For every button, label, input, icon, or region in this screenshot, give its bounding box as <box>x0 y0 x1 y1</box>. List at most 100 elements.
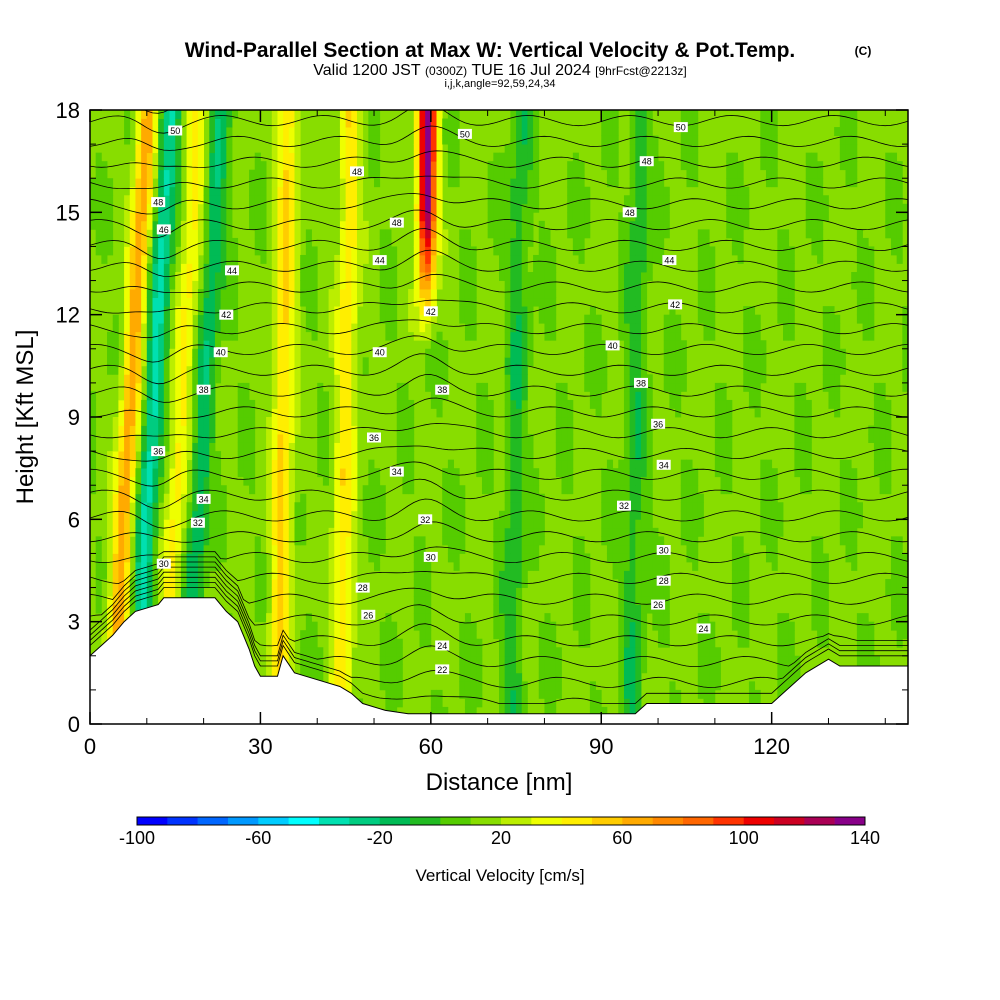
colorbar-segment <box>319 817 350 825</box>
theta-label: 40 <box>605 340 620 351</box>
colorbar-tick-label: -60 <box>245 828 271 848</box>
theta-label: 38 <box>435 384 450 395</box>
colorbar-segment <box>167 817 198 825</box>
theta-label: 42 <box>423 306 438 317</box>
theta-label: 48 <box>622 207 637 218</box>
theta-label: 26 <box>651 599 666 610</box>
theta-label: 28 <box>355 582 370 593</box>
colorbar-tick-label: 20 <box>491 828 511 848</box>
x-tick-label: 30 <box>248 734 272 759</box>
colorbar-segment <box>804 817 835 825</box>
theta-contour <box>90 273 908 294</box>
theta-contour <box>90 478 908 510</box>
theta-contour <box>90 571 908 647</box>
colorbar-tick-label: 100 <box>729 828 759 848</box>
theta-label: 44 <box>662 255 677 266</box>
theta-contour <box>90 445 908 462</box>
colorbar-segment <box>774 817 805 825</box>
theta-contour <box>90 125 908 151</box>
theta-label: 22 <box>435 664 450 675</box>
theta-label: 48 <box>389 217 404 228</box>
colorbar-segment <box>470 817 502 825</box>
potential-temperature-contours <box>90 110 908 704</box>
theta-label: 28 <box>656 575 671 586</box>
colorbar-segment <box>652 817 684 825</box>
theta-label: 50 <box>168 125 183 136</box>
theta-label: 42 <box>219 309 234 320</box>
subtitle-utc: (0300Z) <box>425 64 467 78</box>
colorbar-segment <box>258 817 289 825</box>
theta-label: 30 <box>156 558 171 569</box>
colorbar-tick-label: 140 <box>850 828 880 848</box>
colorbar-segment <box>379 817 411 825</box>
colorbar-segment <box>410 817 441 825</box>
colorbar-segment <box>228 817 259 825</box>
title-mark: (C) <box>855 44 872 58</box>
x-tick-label: 90 <box>589 734 613 759</box>
theta-contour <box>90 561 908 605</box>
theta-label: 34 <box>389 466 404 477</box>
colorbar-frame <box>136 816 866 826</box>
theta-label: 42 <box>668 299 683 310</box>
theta-contour <box>90 175 908 190</box>
theta-contour <box>90 249 908 277</box>
y-tick-label: 0 <box>68 712 80 737</box>
theta-contour <box>90 566 908 626</box>
colorbar-segment <box>501 817 532 825</box>
colorbar-tick-label: -100 <box>119 828 155 848</box>
theta-contour <box>90 546 908 564</box>
colorbar-segment <box>349 817 380 825</box>
theta-label: 32 <box>617 500 631 511</box>
theta-contour <box>90 582 908 688</box>
y-tick-label: 3 <box>68 610 80 635</box>
contour-labels: 50 50 50 48 48 48 48 48 46 44 44 44 42 42 42 40 40 40 38 38… <box>151 122 711 675</box>
colorbar: -100 -60 -20 20 60 100 140 <box>119 816 880 848</box>
theta-label: 34 <box>656 459 671 470</box>
y-tick-label: 15 <box>56 200 80 225</box>
theta-contour <box>90 353 908 385</box>
theta-label: 30 <box>656 545 671 556</box>
x-axis-label: Distance [nm] <box>426 769 573 796</box>
y-tick-label: 9 <box>68 405 80 430</box>
theta-label: 26 <box>361 609 376 620</box>
theta-contour <box>90 228 908 259</box>
theta-label: 44 <box>372 255 387 266</box>
chart-subtitle: Valid 1200 JST (0300Z) TUE 16 Jul 2024 [… <box>313 62 686 79</box>
theta-contour <box>90 576 908 668</box>
theta-contour <box>90 110 908 134</box>
subtitle-date: TUE 16 Jul 2024 <box>472 62 591 79</box>
colorbar-segment <box>713 817 744 825</box>
theta-label: 48 <box>639 156 654 167</box>
theta-label: 36 <box>651 418 666 429</box>
theta-contour <box>90 374 908 403</box>
theta-contour <box>90 498 908 529</box>
y-tick-label: 18 <box>56 98 80 123</box>
colorbar-segment <box>197 817 229 825</box>
theta-label: 36 <box>151 446 166 457</box>
x-tick-label: 60 <box>419 734 443 759</box>
theta-label: 36 <box>367 432 381 443</box>
y-tick-label: 6 <box>68 507 80 532</box>
chart-title: Wind-Parallel Section at Max W: Vertical… <box>185 39 796 62</box>
theta-label: 40 <box>213 347 228 358</box>
theta-label: 50 <box>457 128 472 139</box>
theta-label: 48 <box>350 166 364 177</box>
subtitle-forecast: [9hrFcst@2213z] <box>595 64 687 78</box>
colorbar-segment <box>622 817 653 825</box>
theta-contour <box>90 193 908 215</box>
theta-label: 38 <box>196 384 211 395</box>
colorbar-segment <box>592 817 623 825</box>
colorbar-segment <box>440 817 471 825</box>
theta-contour <box>90 397 908 420</box>
colorbar-segment <box>288 817 320 825</box>
colorbar-segment <box>743 817 775 825</box>
colorbar-label: Vertical Velocity [cm/s] <box>415 866 584 885</box>
colorbar-segment <box>561 817 593 825</box>
colorbar-tick-label: -20 <box>367 828 393 848</box>
colorbar-segment <box>834 817 866 825</box>
theta-label: 50 <box>673 122 688 133</box>
x-tick-label: 120 <box>753 734 790 759</box>
theta-label: 32 <box>418 514 433 525</box>
